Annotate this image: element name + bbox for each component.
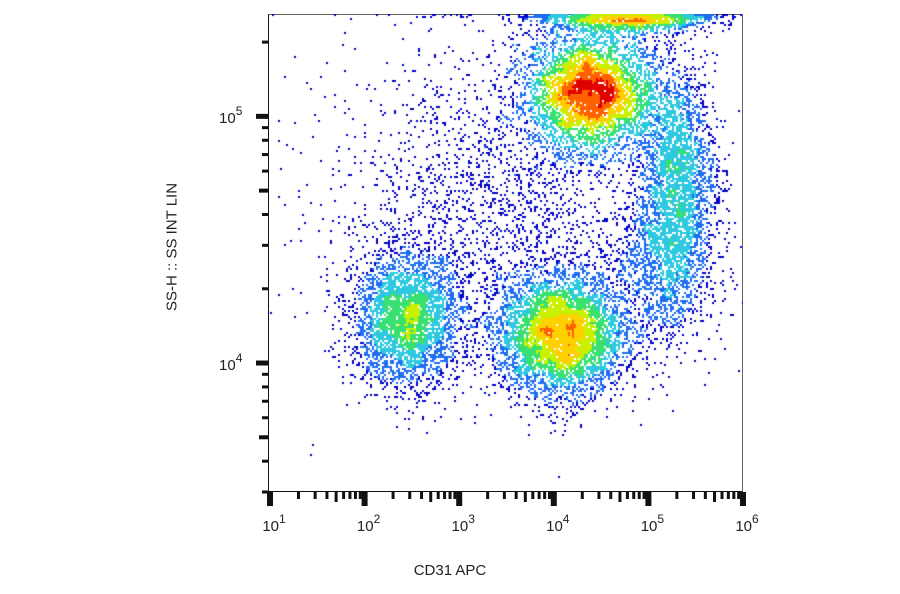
x-tick-label: 103 (451, 512, 475, 535)
x-tick-label: 106 (735, 512, 759, 535)
x-tick-label: 105 (640, 512, 665, 535)
x-axis-title: CD31 APC (413, 562, 487, 579)
x-tick-label: 102 (356, 512, 381, 535)
x-tick-label: 104 (546, 512, 570, 535)
y-tick-label: 105 (219, 104, 243, 128)
y-tick-label: 104 (219, 351, 243, 375)
x-tick-label: 101 (262, 512, 286, 535)
density-dot-plot (268, 14, 743, 492)
y-axis-title: SS-H :: SS INT LIN (163, 182, 181, 312)
